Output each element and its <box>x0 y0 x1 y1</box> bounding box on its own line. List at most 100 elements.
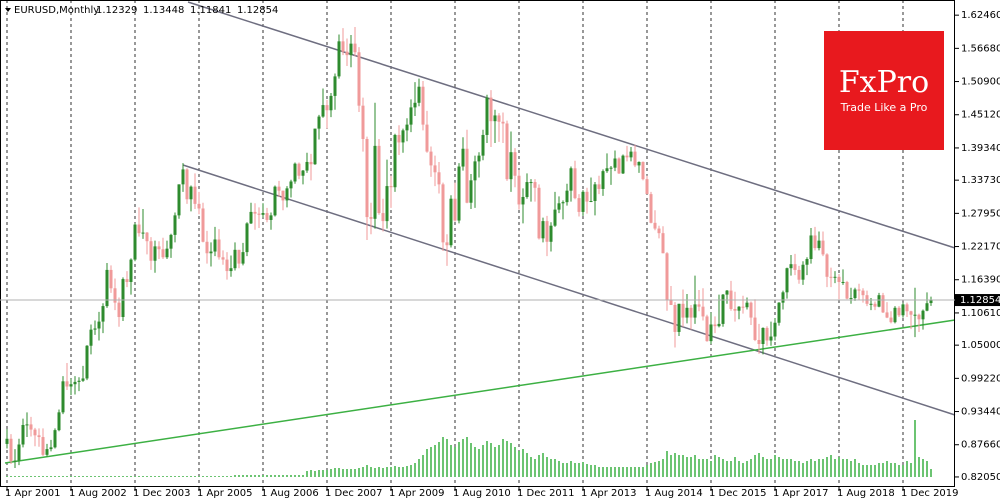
candle-body <box>209 251 213 254</box>
volume-bar <box>270 475 272 477</box>
volume-bar <box>554 459 556 477</box>
volume-bar <box>294 475 296 477</box>
volume-bar <box>98 476 100 477</box>
candle-body <box>821 240 825 255</box>
candle-body <box>913 314 917 316</box>
candle-body <box>569 168 573 191</box>
candle-body <box>325 105 329 111</box>
volume-bar <box>742 463 744 477</box>
candle-body <box>889 317 893 323</box>
y-tick-label: 1.22170 <box>961 242 1000 253</box>
candle-body <box>101 306 105 322</box>
candle-body <box>433 165 437 173</box>
volume-bar <box>850 461 852 477</box>
volume-bar <box>782 459 784 477</box>
candle-body <box>37 435 41 438</box>
current-price-label: 1.12854 <box>960 295 1000 306</box>
volume-bar <box>414 463 416 477</box>
volume-bar <box>246 475 248 477</box>
volume-bar <box>678 455 680 477</box>
volume-bar <box>486 441 488 477</box>
volume-bar <box>122 476 124 477</box>
candle-body <box>157 246 161 250</box>
candle-body <box>553 209 557 226</box>
candle-body <box>793 264 797 270</box>
support-line <box>4 319 956 464</box>
volume-bar <box>254 475 256 477</box>
logo-name: FxPro <box>839 65 929 100</box>
candle-body <box>169 234 173 249</box>
candle-body <box>21 424 25 445</box>
candle-body <box>133 224 137 260</box>
candle-body <box>689 307 693 318</box>
candle-body <box>641 161 645 180</box>
volume-bar <box>222 476 224 477</box>
candle-body <box>673 304 677 332</box>
candle-body <box>245 223 249 253</box>
candle-body <box>817 240 821 249</box>
candle-body <box>413 102 417 108</box>
candle-body <box>81 378 85 381</box>
candle-body <box>185 169 189 200</box>
candle-body <box>29 424 33 430</box>
volume-bar <box>234 475 236 477</box>
volume-bar <box>158 476 160 477</box>
candle-body <box>361 105 365 139</box>
volume-bar <box>586 464 588 477</box>
volume-bar <box>494 447 496 477</box>
candle-body <box>581 191 585 212</box>
candle-body <box>441 184 445 243</box>
candle-body <box>313 128 317 165</box>
volume-bar <box>46 476 48 477</box>
volume-bar <box>478 449 480 477</box>
volume-bar <box>102 476 104 477</box>
volume-bar <box>14 476 16 477</box>
candle-body <box>661 233 665 254</box>
candle-body <box>585 191 589 202</box>
volume-bar <box>654 462 656 477</box>
candle-body <box>917 314 921 320</box>
x-tick-label: 1 Aug 2014 <box>645 488 703 499</box>
candle-body <box>293 163 297 182</box>
candle-body <box>277 186 281 191</box>
candle-body <box>421 86 425 125</box>
volume-bar <box>466 437 468 477</box>
candle-body <box>497 115 501 122</box>
volume-bar <box>598 467 600 477</box>
candle-body <box>489 97 493 122</box>
candle-body <box>301 170 305 176</box>
candle-body <box>453 198 457 221</box>
candle-body <box>881 295 885 313</box>
volume-bar <box>510 443 512 477</box>
volume-bar <box>594 465 596 477</box>
candle-body <box>549 225 553 242</box>
candle-body <box>437 172 441 185</box>
volume-bar <box>762 457 764 477</box>
volume-bar <box>374 468 376 477</box>
volume-bar <box>882 463 884 477</box>
volume-bar <box>370 467 372 477</box>
candle-body <box>877 295 881 307</box>
volume-bar <box>622 467 624 477</box>
candle-body <box>113 288 117 303</box>
candle-body <box>753 317 757 340</box>
volume-bar <box>142 476 144 477</box>
y-tick-label: 1.56680 <box>961 43 1000 54</box>
volume-bar <box>66 476 68 477</box>
x-tick-label: 1 Aug 2002 <box>69 488 127 499</box>
x-tick-label: 1 Apr 2017 <box>773 488 828 499</box>
y-tick-label: 0.82050 <box>961 472 1000 483</box>
volume-bar <box>706 459 708 477</box>
candle-body <box>233 249 237 269</box>
volume-bar <box>130 476 132 477</box>
volume-bar <box>858 463 860 477</box>
candle-body <box>901 304 905 316</box>
candle-body <box>353 43 357 53</box>
current-price-box <box>955 294 1000 307</box>
volume-bar <box>418 459 420 477</box>
candle-body <box>77 380 81 382</box>
volume-bar <box>430 447 432 477</box>
volume-bar <box>162 476 164 477</box>
y-tick-label: 0.87660 <box>961 440 1000 451</box>
volume-bar <box>922 459 924 477</box>
